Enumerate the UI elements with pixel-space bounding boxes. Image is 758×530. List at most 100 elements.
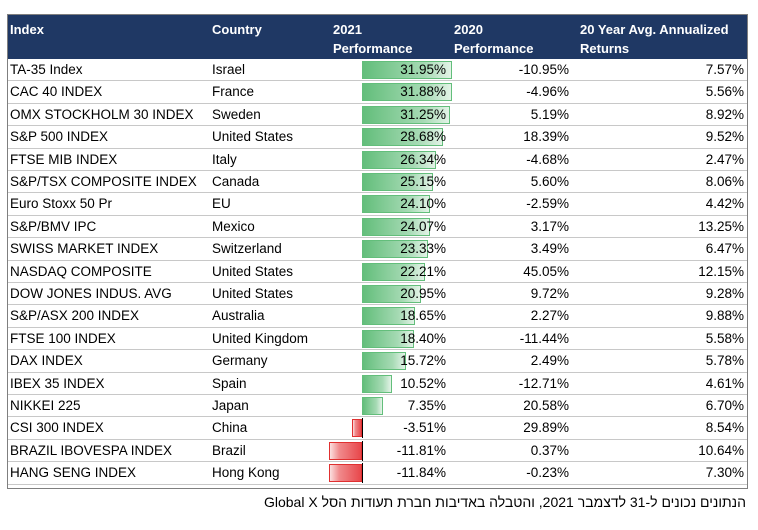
positive-bar [362,217,430,236]
country-name: Israel [212,62,246,77]
country-name: Italy [212,151,237,167]
index-name: TA-35 Index [10,62,83,77]
avg-returns-value: 6.70% [705,398,744,413]
index-name: NIKKEI 225 [10,398,81,413]
footnote: הנתונים נכונים ל-31 לדצמבר 2021, והטבלה … [263,494,746,510]
header-avg-line1: 20 Year Avg. Annualized [580,22,729,37]
country-name: United States [212,286,294,301]
avg-returns-value: 9.28% [705,286,744,301]
index-name: NASDAQ COMPOSITE [10,263,152,279]
avg-returns-value: 7.57% [705,62,744,77]
index-name: Euro Stoxx 50 Pr [10,196,113,212]
avg-returns-value: 5.58% [705,330,744,346]
index-name: S&P/BMV IPC [10,218,97,234]
perf-2020-value: 29.89% [523,420,569,436]
header-2021-year: 2021 [333,22,362,37]
country-name: China [212,420,248,436]
country-name: United States [212,129,294,145]
positive-bar [362,105,451,124]
perf-2020-value: -4.96% [526,84,569,100]
perf-2021-value: 26.34% [400,151,446,167]
index-name: S&P/ASX 200 INDEX [10,308,140,324]
avg-returns-value: 8.92% [705,106,744,122]
table-row: OMX STOCKHOLM 30 INDEX Sweden 31.25% 5.19% 8… [8,104,747,127]
table-row: S&P/TSX COMPOSITE INDEX Canada 25.15% 5.60%… [8,171,747,194]
avg-returns-value: 9.88% [705,308,744,324]
perf-2021-value: 24.10% [400,196,446,212]
positive-bar [362,307,415,326]
avg-returns-value: 13.25% [698,218,744,234]
negative-bar [352,419,362,438]
perf-2021-value: 10.52% [400,375,446,391]
avg-returns-value: 8.06% [705,174,744,189]
country-name: Hong Kong [212,465,280,481]
header-country-label: Country [212,22,262,37]
perf-2020-value: 3.17% [530,218,569,234]
perf-2021-value: 31.95% [400,62,446,77]
positive-bar [362,83,452,102]
perf-2020-value: -10.95% [518,62,569,77]
negative-bar [328,464,362,483]
table-row: S&P/ASX 200 INDEX Australia 18.65% 2.27% 9.8… [8,305,747,328]
positive-bar [362,240,428,259]
perf-2020-value: 0.37% [530,442,569,458]
country-name: United States [212,263,294,279]
avg-returns-value: 5.78% [705,353,744,369]
bar-axis [362,418,363,439]
country-name: Brazil [212,442,246,458]
header-2020-performance: 2020 Performance [454,20,533,58]
table-row: HANG SENG INDEX Hong Kong -11.84% -0.23% 7.3… [8,462,747,485]
table-row: DAX INDEX Germany 15.72% 2.49% 5.78% [8,350,747,373]
country-name: Switzerland [212,241,282,257]
perf-2021-value: 24.07% [400,218,446,234]
bar-axis [362,440,363,461]
perf-2021-value: 31.88% [400,84,446,100]
positive-bar [362,173,433,191]
table-row: NASDAQ COMPOSITE United States 22.21% 45.05… [8,261,747,283]
avg-returns-value: 6.47% [705,241,744,257]
avg-returns-value: 9.52% [705,129,744,145]
avg-returns-value: 8.54% [705,420,744,436]
avg-returns-value: 12.15% [698,263,744,279]
performance-table: Index Country 2021 Performance 2020 Perf… [7,14,748,489]
index-name: S&P/TSX COMPOSITE INDEX [10,174,197,189]
perf-2020-value: -12.71% [518,375,569,391]
perf-2020-value: 20.58% [523,398,569,413]
perf-2020-value: 3.49% [530,241,569,257]
positive-bar [362,329,414,348]
perf-2021-value: 18.65% [400,308,446,324]
positive-bar [362,61,452,79]
country-name: Sweden [212,106,261,122]
perf-2020-value: -2.59% [526,196,569,212]
avg-returns-value: 4.61% [705,375,744,391]
perf-2021-value: 25.15% [400,174,446,189]
avg-returns-value: 7.30% [705,465,744,481]
table-row: NIKKEI 225 Japan 7.35% 20.58% 6.70% [8,395,747,418]
positive-bar [362,352,407,371]
table-row: FTSE 100 INDEX United Kingdom 18.40% -11.44… [8,328,747,351]
table-header: Index Country 2021 Performance 2020 Perf… [8,15,747,59]
perf-2021-value: 15.72% [400,353,446,369]
header-2020-year: 2020 [454,22,483,37]
perf-2020-value: -4.68% [526,151,569,167]
index-name: FTSE 100 INDEX [10,330,116,346]
index-name: DAX INDEX [10,353,83,369]
index-name: BRAZIL IBOVESPA INDEX [10,442,173,458]
avg-returns-value: 5.56% [705,84,744,100]
header-country: Country [212,20,262,39]
table-row: CSI 300 INDEX China -3.51% 29.89% 8.54% [8,417,747,440]
index-name: FTSE MIB INDEX [10,151,118,167]
index-name: CAC 40 INDEX [10,84,103,100]
positive-bar [362,374,392,393]
country-name: Japan [212,398,249,413]
avg-returns-value: 2.47% [705,151,744,167]
index-name: CSI 300 INDEX [10,420,104,436]
country-name: EU [212,196,231,212]
positive-bar [362,150,437,169]
header-index: Index [10,20,44,39]
index-name: SWISS MARKET INDEX [10,241,159,257]
avg-returns-value: 4.42% [705,196,744,212]
perf-2021-value: -11.81% [396,442,446,458]
index-name: S&P 500 INDEX [10,129,109,145]
country-name: France [212,84,255,100]
